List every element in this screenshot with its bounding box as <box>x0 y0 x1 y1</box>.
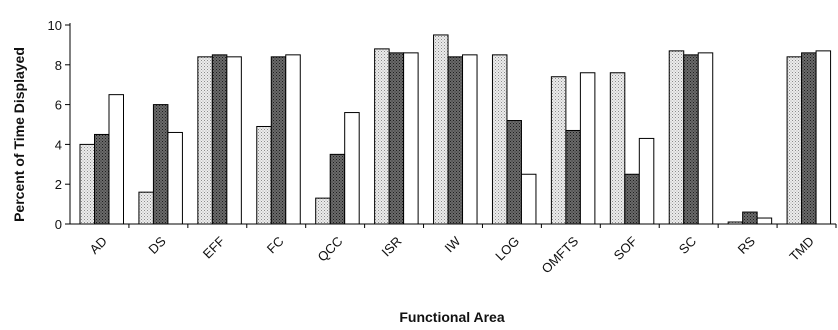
y-tick-label: 6 <box>55 98 62 113</box>
bar-rs-series-3 <box>756 217 773 225</box>
y-tick-label: 4 <box>55 137 62 152</box>
bar-log-series-1 <box>491 54 508 225</box>
x-tick-label-omfts: OMFTS <box>538 233 581 276</box>
x-tick-label-eff: EFF <box>200 233 228 261</box>
bars-group <box>79 34 832 225</box>
bar-omfts-series-3 <box>579 72 596 225</box>
x-axis-title: Functional Area <box>399 309 504 325</box>
bar-eff-series-2 <box>211 54 228 225</box>
bar-sof-series-1 <box>609 72 626 225</box>
bar-fc-series-1 <box>256 125 272 225</box>
x-tick-label-ds: DS <box>145 233 169 257</box>
bar-qcc-series-3 <box>344 112 360 225</box>
x-tick-label-iw: IW <box>442 233 464 255</box>
y-tick-label: 0 <box>55 217 62 232</box>
bar-qcc-series-1 <box>315 197 331 225</box>
bar-omfts-series-2 <box>565 129 581 225</box>
bar-ds-series-2 <box>152 104 169 225</box>
y-tick-label: 2 <box>55 177 62 192</box>
x-tick-label-tmd: TMD <box>786 234 817 265</box>
bar-ad-series-1 <box>79 143 95 225</box>
x-tick-label-isr: ISR <box>379 234 405 260</box>
x-axis-ticks: AD DS EFF FC QCC ISR IW LOG OMFTS SOF SC RS TMD <box>86 224 837 276</box>
bar-ad-series-2 <box>94 133 110 225</box>
bar-ad-series-3 <box>108 94 124 225</box>
bar-rs-series-2 <box>742 211 758 225</box>
bar-ds-series-3 <box>167 131 183 225</box>
bar-sof-series-2 <box>624 173 640 225</box>
bar-isr-series-1 <box>374 48 390 225</box>
bar-sof-series-3 <box>638 137 655 225</box>
y-axis-title-group: Percent of Time Displayed <box>11 47 27 222</box>
bar-eff-series-1 <box>197 56 213 225</box>
bar-sc-series-3 <box>697 52 714 225</box>
bar-isr-series-2 <box>388 52 405 225</box>
x-tick-label-qcc: QCC <box>315 234 346 265</box>
bar-sc-series-1 <box>668 50 685 225</box>
bar-tmd-series-2 <box>801 52 817 225</box>
bar-iw-series-3 <box>462 54 478 225</box>
x-tick-label-log: LOG <box>492 234 522 264</box>
bar-sc-series-2 <box>683 54 699 225</box>
bar-isr-series-3 <box>403 52 419 225</box>
bar-ds-series-1 <box>138 191 154 225</box>
x-tick-label-fc: FC <box>264 234 287 257</box>
bar-omfts-series-1 <box>550 76 567 225</box>
y-tick-label: 8 <box>55 58 62 73</box>
x-tick-label-rs: RS <box>735 233 759 257</box>
x-tick-label-sof: SOF <box>611 233 641 263</box>
bar-iw-series-1 <box>433 34 449 225</box>
x-tick-label-sc: SC <box>676 234 699 257</box>
y-axis-ticks: 0 2 4 6 8 10 <box>48 18 70 232</box>
bar-eff-series-3 <box>226 56 242 225</box>
y-tick-label: 10 <box>48 18 62 33</box>
bar-fc-series-3 <box>285 54 301 225</box>
bar-fc-series-2 <box>270 56 287 225</box>
bar-qcc-series-2 <box>329 153 346 225</box>
bar-log-series-3 <box>520 173 537 225</box>
bar-tmd-series-3 <box>815 50 832 225</box>
x-tick-label-ad: AD <box>86 234 109 257</box>
bar-iw-series-2 <box>447 56 464 225</box>
y-axis-title: Percent of Time Displayed <box>11 47 27 222</box>
bar-log-series-2 <box>506 120 522 225</box>
bar-tmd-series-1 <box>786 56 803 225</box>
